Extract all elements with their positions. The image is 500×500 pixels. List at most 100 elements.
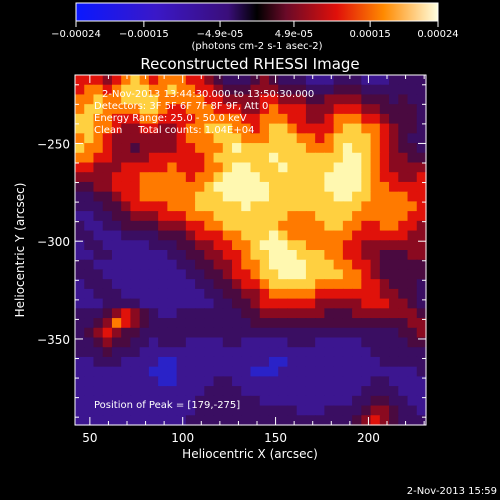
heatmap-cell: [333, 366, 344, 377]
heatmap-cell: [361, 269, 372, 280]
heatmap-cell: [185, 152, 196, 164]
heatmap-cell: [342, 318, 353, 329]
heatmap-cell: [111, 366, 122, 377]
heatmap-cell: [241, 415, 252, 426]
heatmap-cell: [158, 172, 168, 183]
heatmap-cell: [204, 250, 215, 261]
heatmap-cell: [324, 181, 335, 193]
heatmap-cell: [176, 230, 187, 241]
heatmap-cell: [139, 201, 150, 212]
heatmap-cell: [278, 318, 289, 329]
heatmap-cell: [305, 395, 316, 407]
heatmap-cell: [361, 201, 372, 212]
heatmap-cell: [139, 288, 150, 300]
heatmap-cell: [222, 415, 233, 426]
heatmap-cell: [213, 240, 224, 251]
heatmap-cell: [167, 220, 178, 232]
heatmap-cell: [389, 347, 399, 358]
heatmap-cell: [315, 152, 325, 164]
heatmap-cell: [204, 347, 215, 358]
heatmap-cell: [111, 415, 122, 426]
heatmap-cell: [93, 123, 104, 134]
heatmap-cell: [195, 298, 205, 309]
heatmap-cell: [121, 337, 132, 348]
heatmap-cell: [324, 395, 335, 407]
heatmap-cell: [342, 113, 353, 125]
heatmap-cell: [204, 376, 215, 387]
heatmap-cell: [305, 279, 316, 290]
heatmap-cell: [176, 220, 187, 232]
heatmap-cell: [195, 269, 205, 280]
heatmap-cell: [398, 230, 409, 241]
heatmap-cell: [324, 201, 335, 212]
heatmap-cell: [84, 133, 95, 144]
heatmap-cell: [296, 288, 307, 300]
heatmap-cell: [130, 104, 141, 115]
heatmap-cell: [75, 259, 85, 271]
heatmap-cell: [398, 279, 409, 290]
heatmap-cell: [407, 113, 418, 125]
heatmap-cell: [278, 415, 289, 426]
heatmap-cell: [222, 327, 233, 339]
heatmap-cell: [361, 347, 372, 358]
heatmap-cell: [315, 356, 325, 368]
heatmap-cell: [195, 327, 205, 339]
heatmap-cell: [232, 181, 242, 193]
heatmap-cell: [259, 376, 270, 387]
heatmap-cell: [111, 395, 122, 407]
heatmap-cell: [93, 211, 104, 222]
heatmap-cell: [416, 337, 427, 348]
heatmap-cell: [278, 259, 289, 271]
heatmap-cell: [370, 123, 381, 134]
heatmap-cell: [176, 113, 187, 125]
heatmap-cell: [407, 269, 418, 280]
heatmap-cell: [75, 133, 85, 144]
heatmap-cell: [222, 356, 233, 368]
heatmap-cell: [352, 337, 362, 348]
heatmap-cell: [158, 181, 168, 193]
heatmap-cell: [213, 395, 224, 407]
heatmap-cell: [148, 75, 159, 86]
heatmap-cell: [259, 356, 270, 368]
heatmap-cell: [204, 220, 215, 232]
heatmap-cell: [333, 84, 344, 96]
heatmap-cell: [84, 201, 95, 212]
heatmap-cell: [333, 201, 344, 212]
heatmap-cell: [102, 162, 113, 173]
heatmap-cell: [213, 104, 224, 115]
heatmap-cell: [379, 104, 390, 115]
heatmap-cell: [167, 298, 178, 309]
heatmap-cell: [407, 308, 418, 319]
heatmap-cell: [111, 113, 122, 125]
heatmap-cell: [389, 162, 399, 173]
heatmap-cell: [93, 201, 104, 212]
heatmap-cell: [176, 162, 187, 173]
heatmap-cell: [370, 104, 381, 115]
heatmap-cell: [389, 143, 399, 154]
heatmap-cell: [93, 366, 104, 377]
heatmap-cell: [176, 240, 187, 251]
heatmap-cell: [268, 162, 279, 173]
heatmap-cell: [259, 269, 270, 280]
heatmap-cell: [305, 133, 316, 144]
heatmap-cell: [398, 191, 409, 202]
heatmap-cell: [121, 288, 132, 300]
heatmap-cell: [324, 211, 335, 222]
heatmap-cell: [333, 162, 344, 173]
heatmap-cell: [305, 220, 316, 232]
heatmap-cell: [296, 395, 307, 407]
heatmap-cell: [398, 104, 409, 115]
heatmap-cell: [268, 376, 279, 387]
heatmap-cell: [352, 269, 362, 280]
heatmap-cell: [167, 152, 178, 164]
heatmap-cell: [379, 386, 390, 397]
heatmap-cell: [176, 75, 187, 86]
heatmap-cell: [232, 123, 242, 134]
heatmap-cell: [268, 113, 279, 125]
heatmap-cell: [333, 211, 344, 222]
heatmap-cell: [148, 308, 159, 319]
heatmap-cell: [111, 240, 122, 251]
heatmap-cell: [287, 337, 298, 348]
heatmap-cell: [241, 191, 252, 202]
heatmap-cell: [259, 308, 270, 319]
